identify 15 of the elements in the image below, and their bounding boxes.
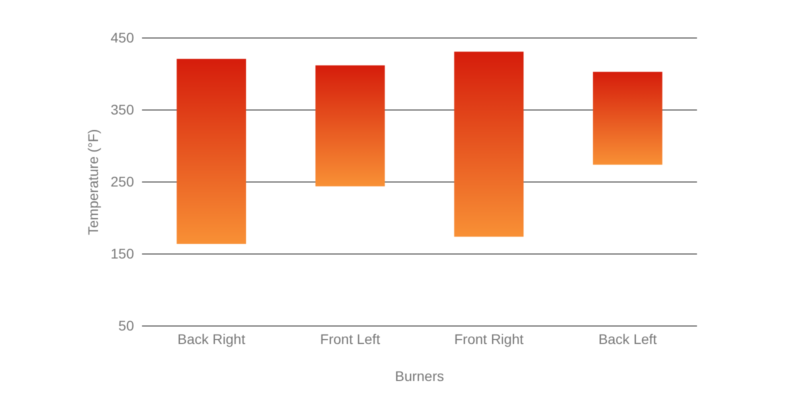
y-tick-label: 150 [110,245,134,262]
y-tick-label: 350 [110,101,134,118]
y-axis-title: Temperature (°F) [85,129,101,235]
x-tick-label: Back Right [178,330,246,347]
bar [315,65,385,186]
x-tick-label: Back Left [598,330,657,347]
y-tick-label: 250 [110,173,134,190]
bar [454,52,524,237]
x-axis-title: Burners [394,368,444,384]
bar [176,58,246,244]
x-tick-label: Front Right [454,330,524,347]
y-tick-label: 450 [110,29,134,46]
bar [592,72,662,165]
y-tick-label: 50 [118,317,134,334]
x-tick-label: Front Left [320,330,380,347]
